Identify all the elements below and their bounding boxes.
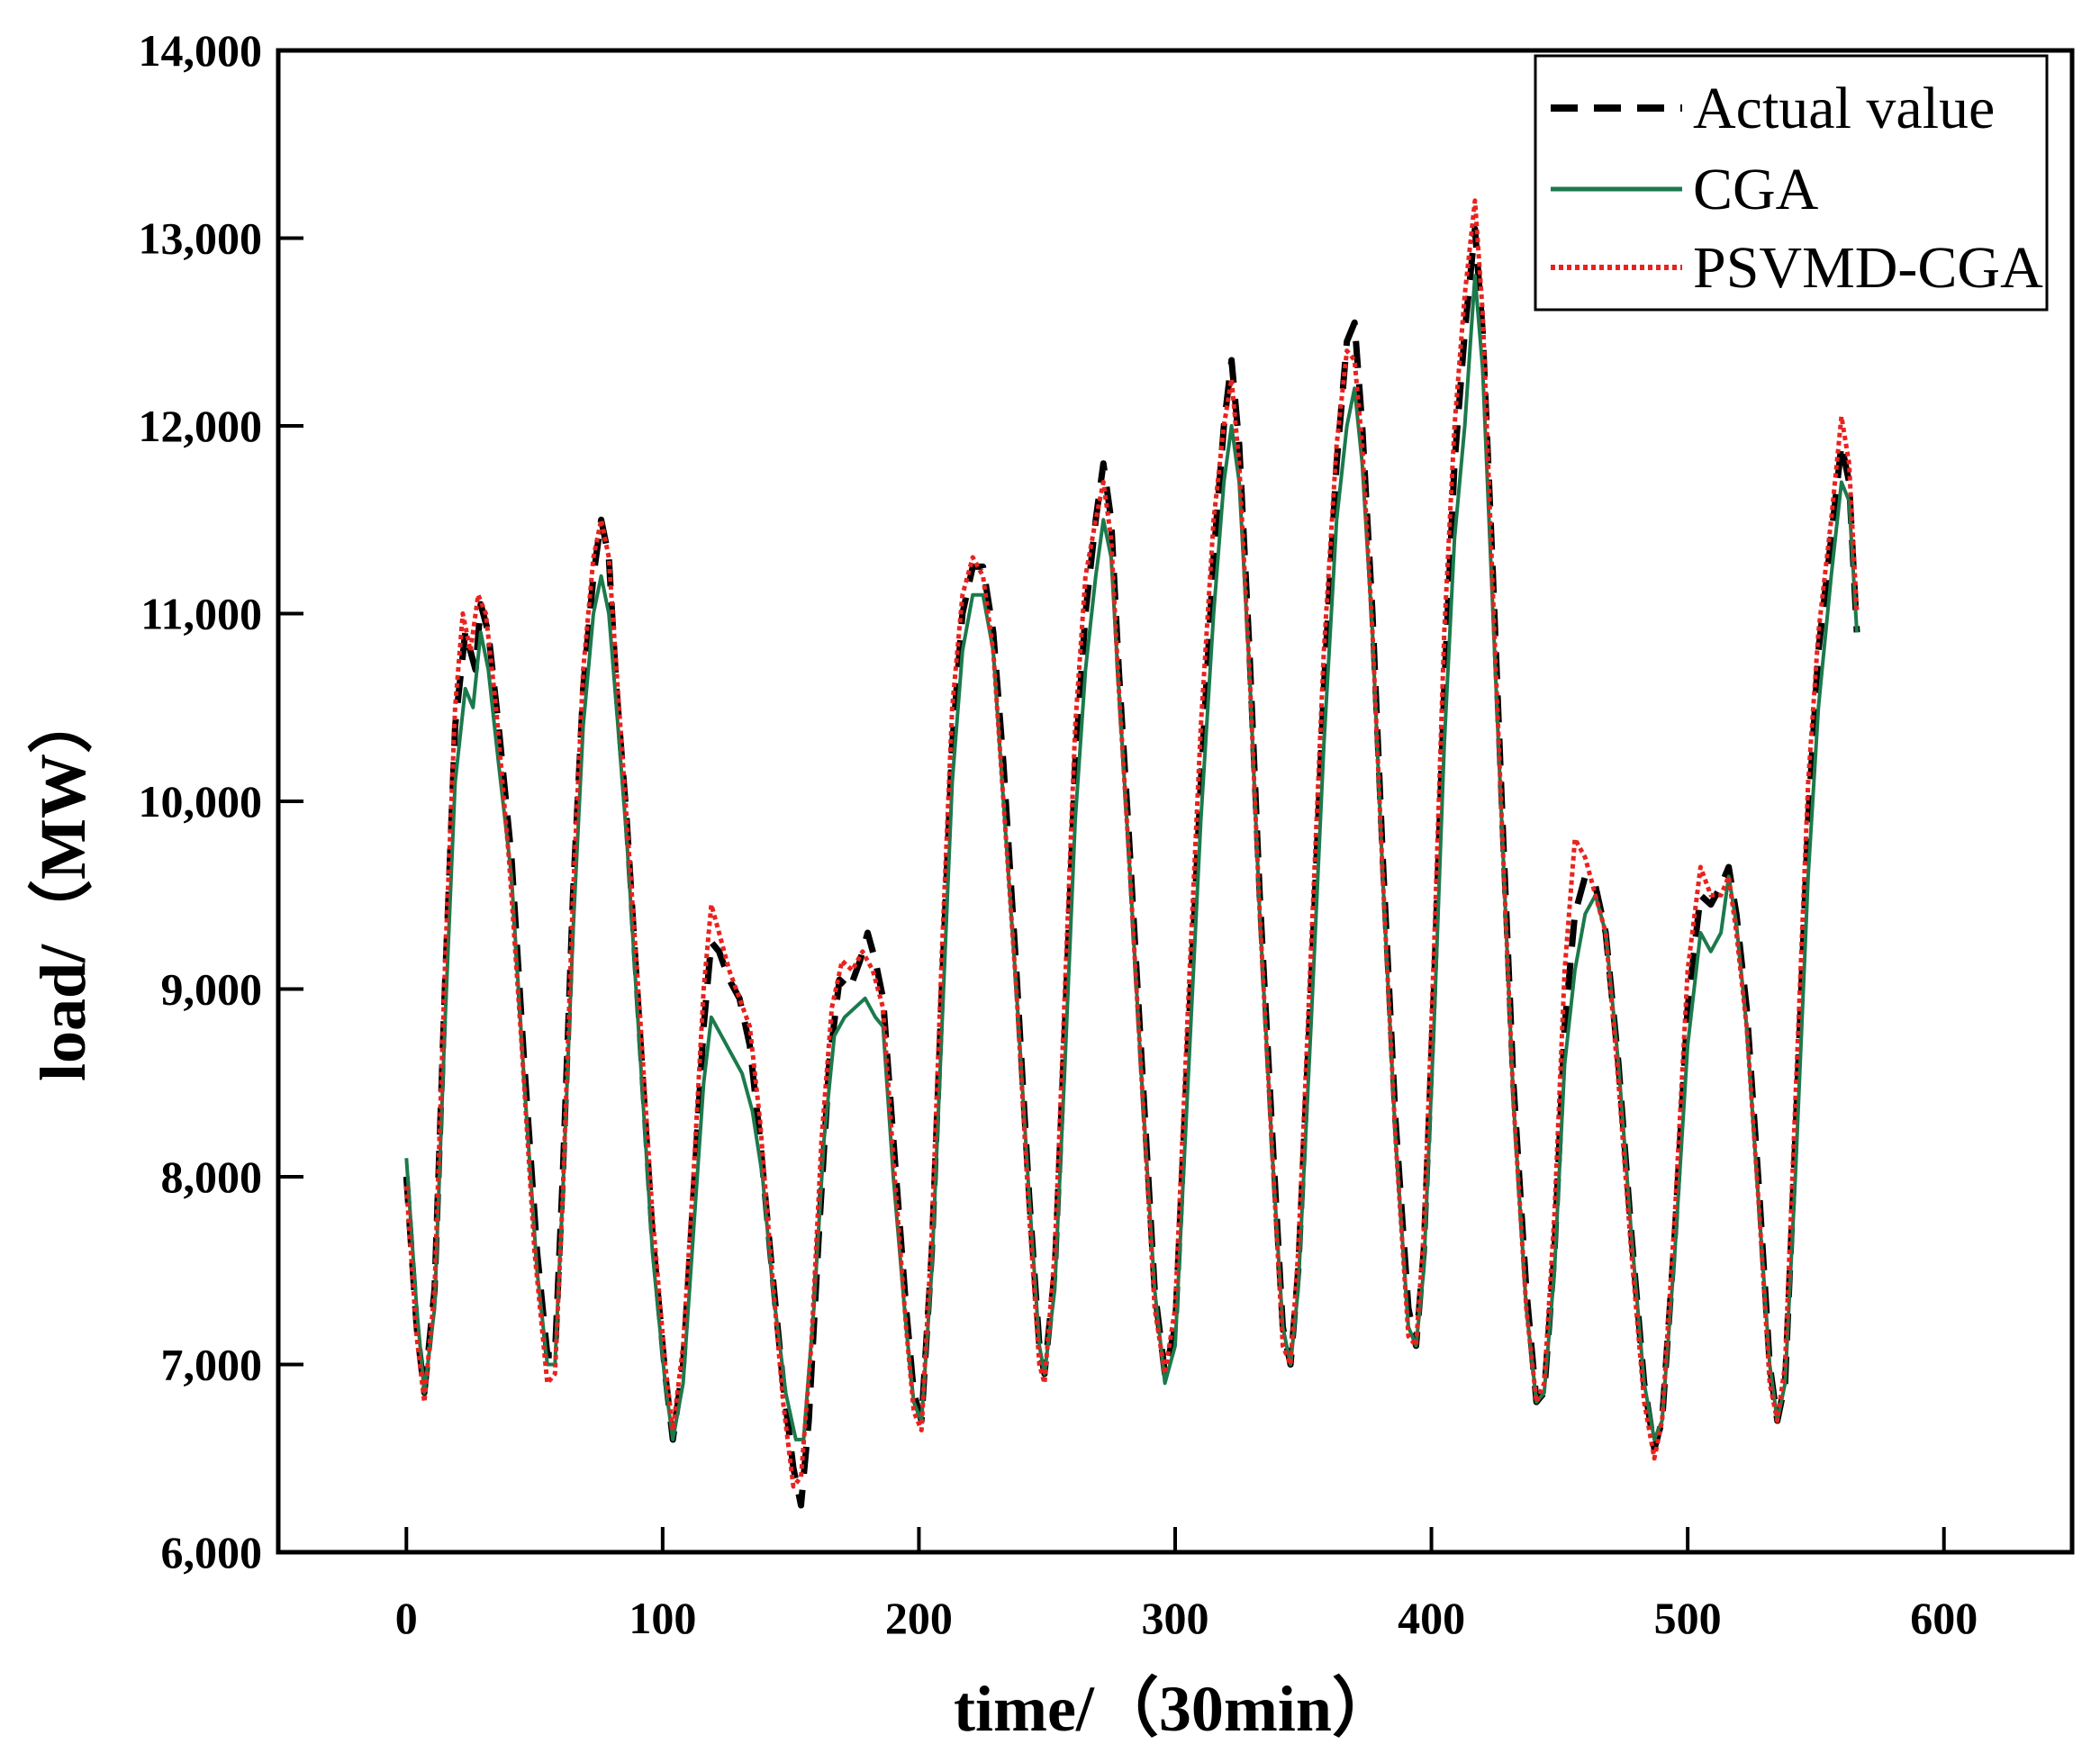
y-tick-label: 9,000 xyxy=(161,964,263,1015)
legend-box xyxy=(1534,54,2049,312)
series-layer xyxy=(403,198,1860,1509)
series-line-2 xyxy=(403,198,1860,1489)
x-tick-label: 300 xyxy=(1142,1593,1209,1643)
y-tick-label: 12,000 xyxy=(139,401,263,451)
x-tick-label: 200 xyxy=(885,1593,953,1643)
x-tick-label: 100 xyxy=(629,1593,696,1643)
x-tick-label: 0 xyxy=(395,1593,418,1643)
y-axis: 6,000 7,000 8,000 9,000 10,000 11,000 12,000 13… xyxy=(139,25,303,1577)
x-tick-label: 400 xyxy=(1398,1593,1465,1643)
y-tick-label: 10,000 xyxy=(139,776,263,827)
y-tick-label: 13,000 xyxy=(139,213,263,264)
x-tick-label: 600 xyxy=(1910,1593,1978,1643)
y-tick-label: 8,000 xyxy=(161,1152,263,1202)
x-axis: 0 100 200 300 400 500 600 xyxy=(395,1527,1978,1643)
legend: Actual value CGA PSVMD-CGA xyxy=(1534,54,2049,312)
y-axis-title: load/（MW） xyxy=(27,689,99,1081)
legend-label-1: CGA xyxy=(1693,157,1819,222)
x-axis-title: time/（30min） xyxy=(954,1673,1397,1745)
series-line-1 xyxy=(404,274,1859,1441)
legend-label-0: Actual value xyxy=(1693,76,1995,141)
y-tick-label: 14,000 xyxy=(139,25,263,76)
y-tick-label: 11,000 xyxy=(140,589,262,639)
y-tick-label: 7,000 xyxy=(161,1340,263,1390)
legend-label-2: PSVMD-CGA xyxy=(1693,235,2043,301)
x-tick-label: 500 xyxy=(1654,1593,1722,1643)
y-tick-label: 6,000 xyxy=(161,1527,263,1577)
